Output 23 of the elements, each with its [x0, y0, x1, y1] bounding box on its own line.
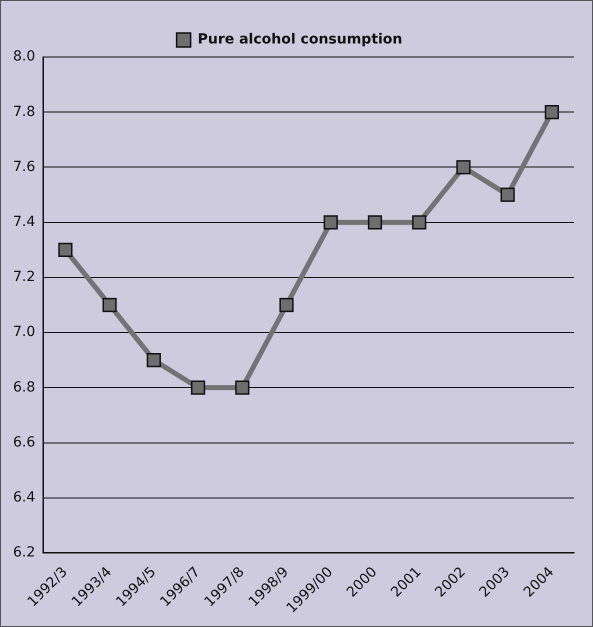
y-tick-label: 8.0	[13, 48, 36, 65]
y-tick-label: 6.6	[13, 434, 36, 450]
point	[500, 188, 515, 202]
y-tick-label: 6.2	[13, 544, 36, 561]
y-tick-label: 6.8	[13, 379, 36, 396]
point	[456, 160, 471, 174]
point	[324, 215, 338, 230]
point	[58, 242, 72, 257]
point	[279, 298, 294, 312]
point	[368, 215, 382, 230]
point	[412, 215, 426, 230]
point	[235, 380, 250, 395]
y-tick-label: 6.4	[13, 490, 36, 506]
point	[102, 298, 117, 312]
legend-label: Pure alcohol consumption	[198, 32, 402, 48]
y-tick-label: 7.4	[13, 214, 36, 230]
point	[190, 380, 206, 395]
point	[146, 352, 161, 368]
y-tick-label: 7.6	[13, 158, 36, 175]
y-tick-label: 7.8	[13, 104, 36, 120]
point	[544, 104, 559, 120]
y-tick-label: 7.0	[13, 324, 36, 340]
y-tick-label: 7.2	[13, 269, 36, 286]
